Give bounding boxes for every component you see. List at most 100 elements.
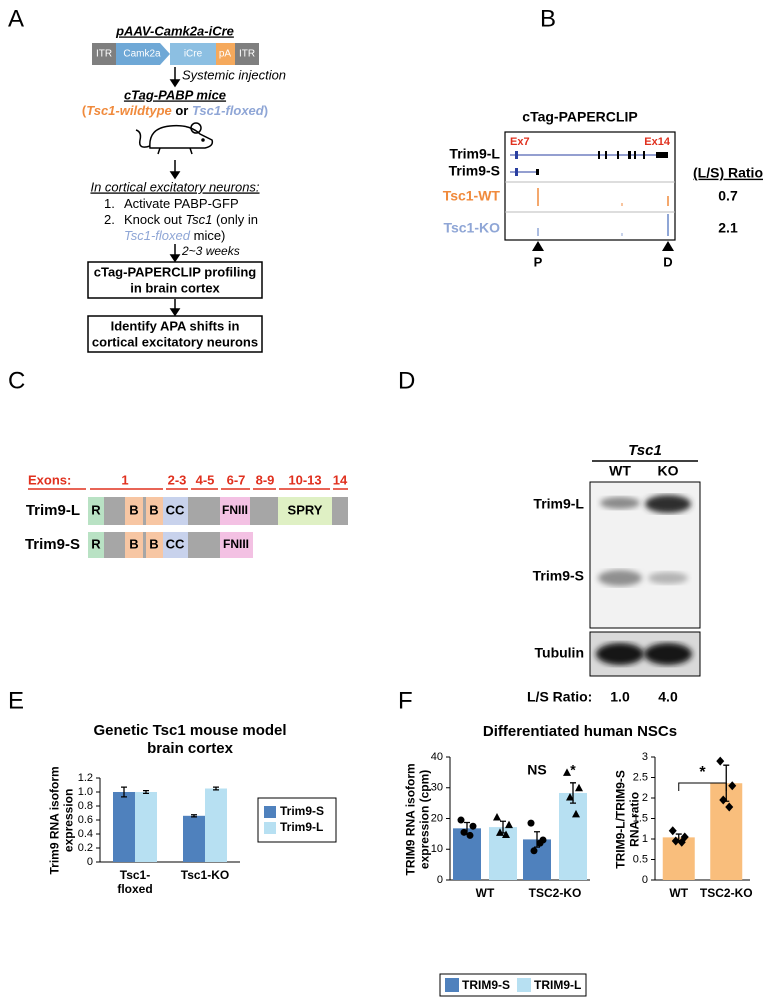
domain-label: FNIII <box>222 503 248 517</box>
data-point <box>527 819 535 827</box>
box-text: in brain cortex <box>130 280 220 295</box>
panel-title: Differentiated human NSCs <box>483 723 677 740</box>
gene-label: Tsc1 <box>628 442 662 459</box>
construct-part: ITR <box>239 49 255 60</box>
neurons-title: In cortical excitatory neurons: <box>90 179 259 194</box>
bar <box>662 837 695 880</box>
panel-label: A <box>8 5 24 32</box>
genotype-text: or <box>172 103 192 118</box>
legend-label: TRIM9-L <box>534 978 581 992</box>
data-point <box>677 837 686 847</box>
domain-label: R <box>91 502 101 517</box>
isoform-l <box>88 497 348 525</box>
y-tick-label: 1.0 <box>78 786 93 798</box>
step-text: mice) <box>190 228 225 243</box>
ratio-value: 1.0 <box>610 689 630 705</box>
step-number: 1. <box>104 196 115 211</box>
y-tick-label: 3 <box>642 751 648 763</box>
step-text: Knock out <box>124 212 185 227</box>
band-label: Trim9-L <box>533 496 584 512</box>
exon-number: 8-9 <box>256 472 275 487</box>
y-tick-label: 0.4 <box>78 828 93 840</box>
data-point <box>530 847 538 855</box>
legend-swatch <box>517 978 531 992</box>
data-point <box>460 828 468 836</box>
step-gene: Tsc1 <box>185 212 212 227</box>
legend-box <box>257 797 337 843</box>
track-label: Tsc1-KO <box>443 220 500 236</box>
data-point <box>575 783 583 792</box>
legend-swatch <box>264 822 276 834</box>
legend-box <box>439 973 587 997</box>
bar <box>559 792 587 880</box>
panel-label: E <box>8 687 24 714</box>
data-point <box>668 826 677 836</box>
error-bar <box>121 786 127 798</box>
data-point <box>716 756 725 766</box>
x-tick-label: WT <box>475 886 495 900</box>
western-blot <box>589 481 701 677</box>
lane-label: KO <box>658 463 679 479</box>
browser-frame <box>504 131 676 241</box>
y-axis-label: TRIM9-L/TRIM9-S RNA ratio <box>613 769 642 869</box>
genotype-text: ( <box>82 103 87 118</box>
genotype-wildtype: Tsc1-wildtype <box>86 103 171 118</box>
y-tick-label: 0 <box>642 874 648 886</box>
y-tick-label: 1.2 <box>78 772 93 784</box>
step-gene: Tsc1-floxed <box>124 228 191 243</box>
box-text: cTag-PAPERCLIP profiling <box>94 264 257 279</box>
track-label: Tsc1-WT <box>443 188 501 204</box>
error-bar <box>191 814 197 818</box>
ratio-label: L/S Ratio: <box>527 689 592 705</box>
data-point <box>505 820 513 829</box>
error-bar <box>213 786 219 791</box>
bar <box>489 827 517 880</box>
ratio-value: 4.0 <box>658 689 678 705</box>
legend-label: TRIM9-S <box>462 978 510 992</box>
annotation: * <box>570 762 576 778</box>
x-tick-label: TSC2-KO <box>699 886 753 900</box>
step-1: 1. Activate PABP-GFP <box>104 196 239 211</box>
site-label: P <box>534 254 543 269</box>
step-label: Systemic injection <box>182 67 286 82</box>
chart-title: Genetic Tsc1 mouse model brain cortex <box>93 722 287 757</box>
x-tick-label: WT <box>669 886 689 900</box>
panel-label: C <box>8 367 25 394</box>
bar <box>205 788 227 862</box>
domain-label: FNIII <box>223 537 249 551</box>
site-label: D <box>663 254 672 269</box>
ratio-header: (L/S) Ratio <box>693 165 763 181</box>
domain-label: B <box>149 502 158 517</box>
data-point <box>728 781 737 791</box>
y-tick-label: 2.5 <box>633 771 648 783</box>
legend-swatch <box>445 978 459 992</box>
data-point <box>466 831 474 839</box>
annotation: NS <box>527 762 546 778</box>
isoform-label: Trim9-L <box>26 502 80 519</box>
y-tick-label: 0 <box>437 874 443 886</box>
error-bar <box>143 789 149 795</box>
track-label: Trim9-L <box>449 146 500 162</box>
track-label: Trim9-S <box>449 163 500 179</box>
y-tick-label: 0.6 <box>78 814 93 826</box>
domain-label: CC <box>166 536 185 551</box>
ratio-value: 2.1 <box>718 220 738 236</box>
construct-title: pAAV-Camk2a-iCre <box>115 23 234 38</box>
x-tick-label: Tsc1-KO <box>180 868 230 882</box>
isoform-s <box>88 532 253 558</box>
domain-label: B <box>129 502 138 517</box>
data-point <box>493 812 501 821</box>
step-text: (only in <box>212 212 258 227</box>
flow-arrows <box>169 67 181 317</box>
genotype-floxed: Tsc1-floxed <box>192 103 265 118</box>
flow-box <box>87 315 263 353</box>
y-tick-label: 1 <box>642 833 648 845</box>
genotypes: (Tsc1-wildtype or Tsc1-floxed) <box>82 103 268 118</box>
exon-label: Ex14 <box>644 136 671 148</box>
y-tick-label: 0 <box>87 856 93 868</box>
bar <box>135 792 157 862</box>
genotype-text: ) <box>264 103 268 118</box>
legend-label: Trim9-L <box>280 820 323 834</box>
